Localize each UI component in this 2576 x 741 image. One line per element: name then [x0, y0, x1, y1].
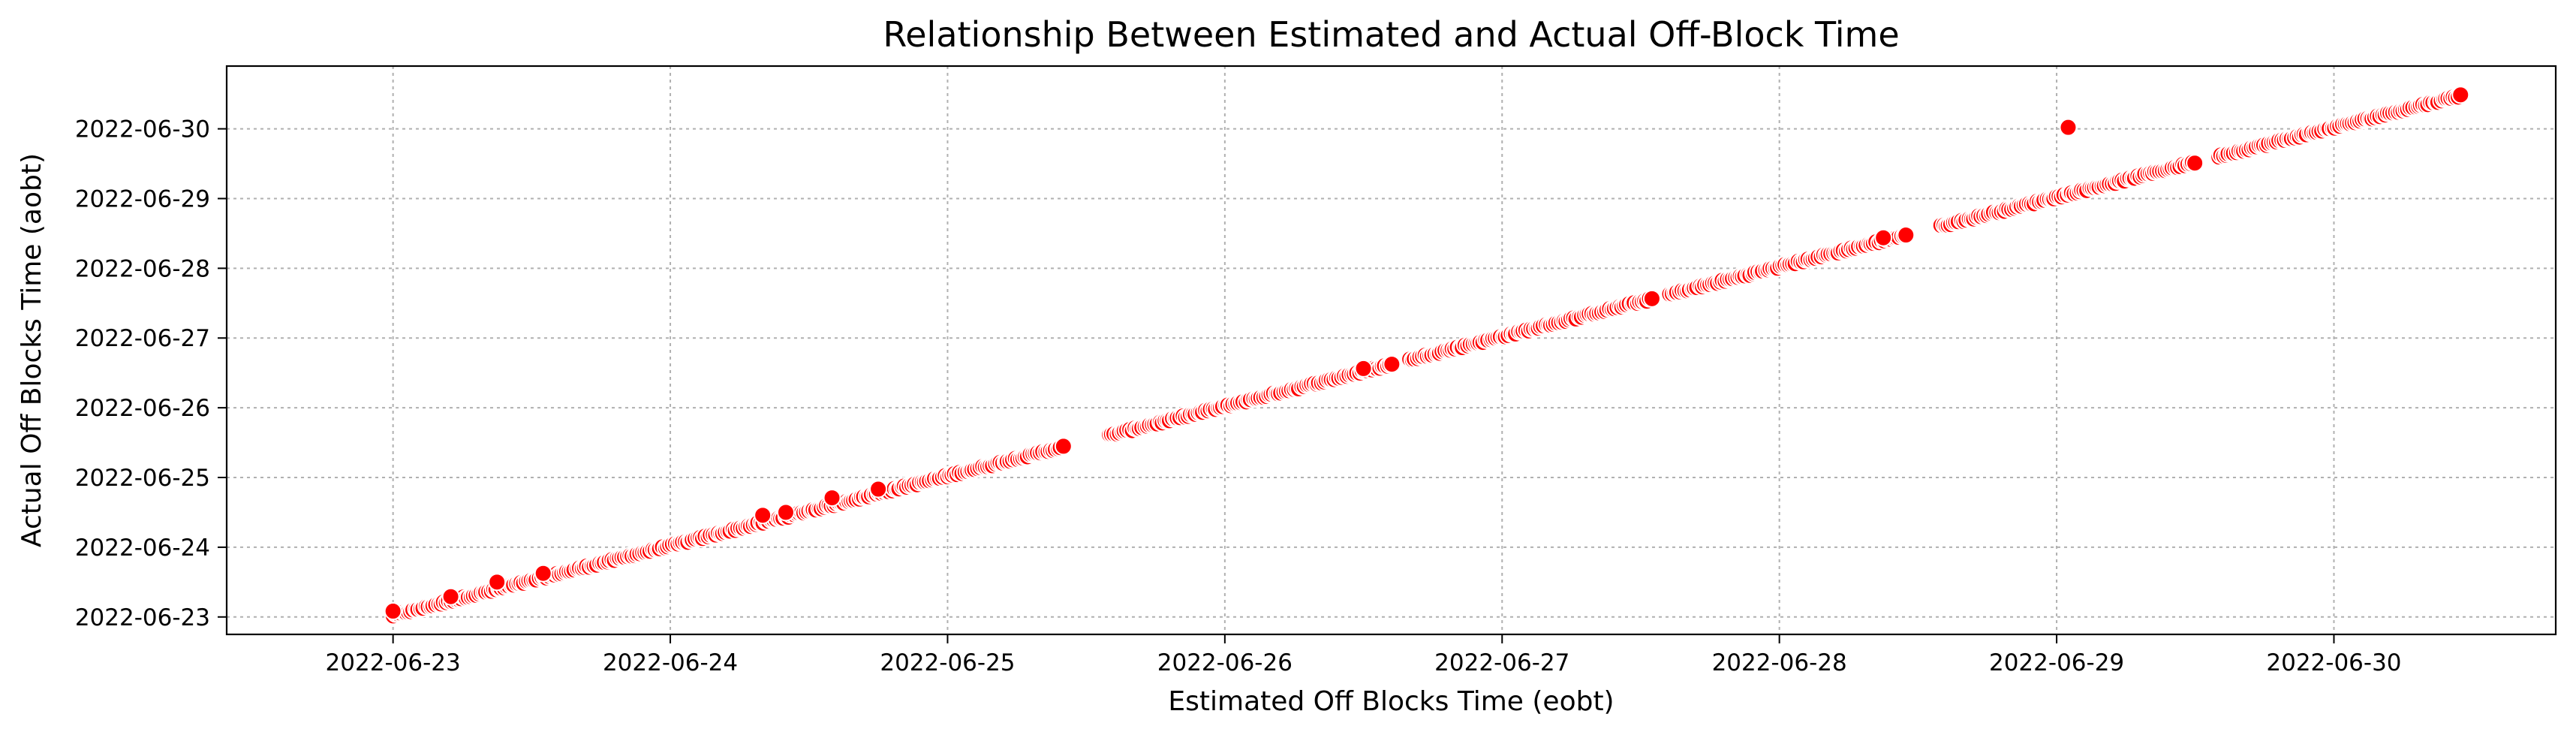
- x-tick-label: 2022-06-28: [1712, 649, 1847, 676]
- y-tick-label: 2022-06-29: [75, 185, 210, 212]
- data-point: [776, 503, 795, 522]
- grid: [227, 66, 2556, 634]
- data-point: [384, 602, 402, 621]
- y-tick-label: 2022-06-28: [75, 255, 210, 282]
- data-point: [488, 573, 507, 592]
- x-tick-label: 2022-06-27: [1434, 649, 1569, 676]
- y-tick-label: 2022-06-23: [75, 604, 210, 631]
- chart-title: Relationship Between Estimated and Actua…: [883, 14, 1899, 55]
- x-tick-label: 2022-06-24: [603, 649, 738, 676]
- data-points: [384, 86, 2470, 625]
- x-tick-label: 2022-06-26: [1157, 649, 1293, 676]
- data-point: [754, 506, 772, 525]
- data-point: [1054, 437, 1073, 456]
- data-point: [534, 564, 552, 583]
- data-point: [2186, 154, 2204, 173]
- x-axis-label: Estimated Off Blocks Time (eobt): [1168, 686, 1614, 717]
- y-tick-label: 2022-06-24: [75, 535, 210, 562]
- data-point: [2059, 118, 2078, 137]
- y-tick-label: 2022-06-26: [75, 395, 210, 422]
- data-point: [1383, 355, 1401, 374]
- y-axis-label: Actual Off Blocks Time (aobt): [17, 153, 47, 547]
- data-point: [441, 587, 460, 606]
- axis-ticks: 2022-06-23 2022-06-24 2022-06-25 2022-06-26…: [75, 116, 2402, 676]
- data-point: [1642, 289, 1661, 308]
- plot-frame: [225, 65, 2557, 636]
- data-point: [1897, 226, 1915, 245]
- data-point: [2451, 86, 2470, 104]
- data-point: [1354, 359, 1373, 378]
- data-point: [1874, 228, 1893, 247]
- x-tick-label: 2022-06-25: [880, 649, 1015, 676]
- x-tick-label: 2022-06-29: [1989, 649, 2124, 676]
- x-tick-label: 2022-06-30: [2266, 649, 2401, 676]
- data-point: [823, 489, 841, 508]
- y-tick-label: 2022-06-30: [75, 116, 210, 143]
- y-tick-label: 2022-06-25: [75, 465, 210, 492]
- x-tick-label: 2022-06-23: [326, 649, 461, 676]
- y-tick-label: 2022-06-27: [75, 325, 210, 352]
- data-point: [869, 480, 888, 499]
